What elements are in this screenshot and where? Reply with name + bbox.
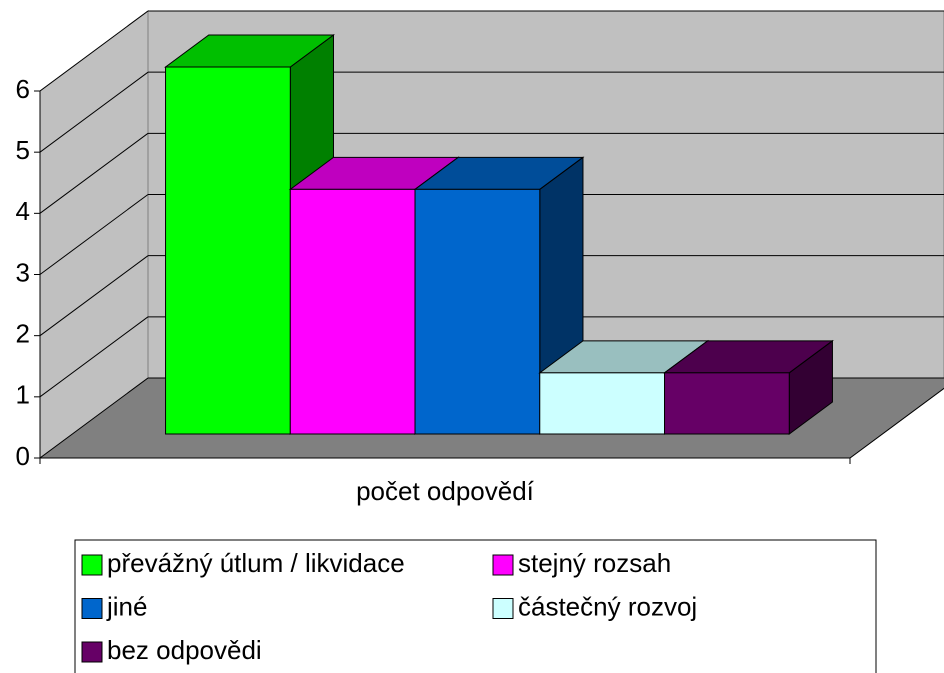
bar (289, 188, 416, 435)
y-tick-label: 5 (16, 135, 30, 165)
y-tick-label: 2 (16, 319, 30, 349)
floor-edge (849, 387, 944, 459)
legend-label: jiné (106, 591, 147, 621)
y-tick-label: 6 (16, 74, 30, 104)
grid-line (39, 255, 149, 337)
bar (539, 372, 666, 435)
grid-line (39, 377, 149, 459)
y-tick-label: 3 (16, 257, 30, 287)
bar (664, 372, 790, 435)
legend-swatch (81, 598, 103, 619)
legend-label: částečný rozvoj (518, 591, 697, 621)
grid-line (39, 194, 149, 275)
legend-label: stejný rozsah (518, 548, 671, 578)
y-tick-label: 1 (16, 380, 30, 410)
legend-swatch (81, 554, 103, 576)
legend (74, 539, 877, 673)
grid-line (39, 10, 149, 92)
legend-swatch (81, 641, 103, 663)
grid-line (39, 316, 149, 398)
legend-label: převážný útlum / likvidace (107, 548, 405, 578)
legend-swatch (492, 554, 514, 576)
y-tick-label: 0 (16, 441, 30, 471)
bar (414, 188, 541, 435)
legend-label: bez odpovědi (107, 635, 262, 665)
grid-line (39, 71, 149, 153)
bar (165, 66, 291, 435)
x-tick-label: počet odpovědí (356, 476, 535, 506)
y-tick-label: 4 (16, 196, 30, 226)
legend-swatch (492, 598, 514, 619)
grid-line (39, 132, 149, 214)
